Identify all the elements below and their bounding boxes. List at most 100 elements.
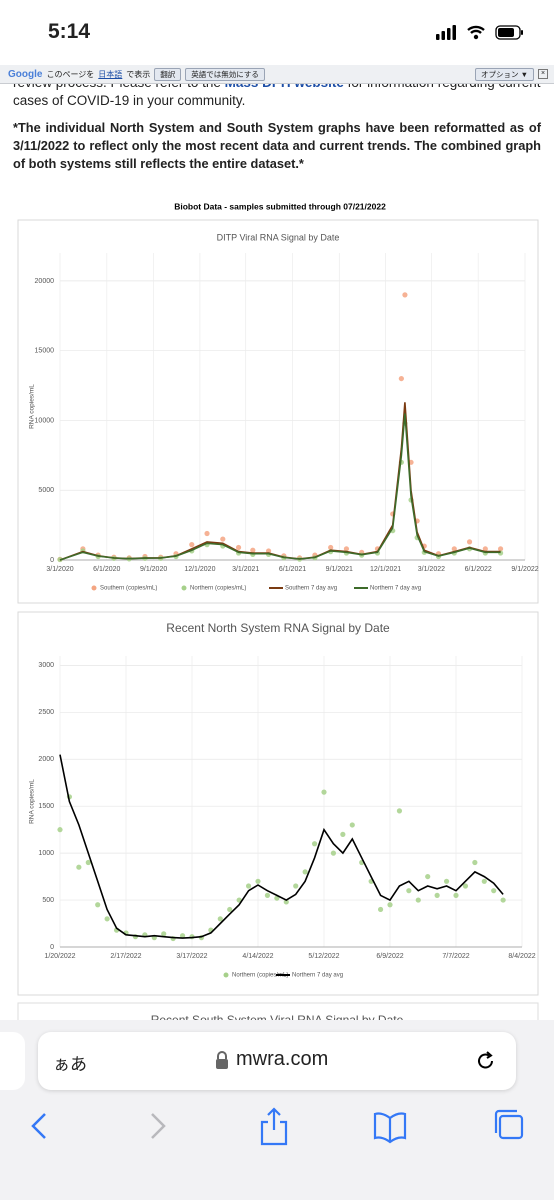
y-tick-label: 1000	[38, 850, 54, 857]
reload-button[interactable]	[474, 1049, 498, 1073]
legend-marker	[91, 585, 97, 591]
x-tick-label: 3/1/2021	[232, 566, 259, 573]
x-tick-label: 2/17/2022	[110, 953, 141, 960]
back-button[interactable]	[31, 1113, 46, 1139]
data-line	[59, 413, 501, 561]
disable-button[interactable]: 英語では無効にする	[185, 67, 265, 81]
notice: *The individual North System and South S…	[13, 120, 541, 171]
y-tick-label: 2500	[38, 709, 54, 716]
data-point	[451, 546, 457, 552]
legend-marker	[223, 972, 229, 978]
close-button[interactable]: ×	[538, 69, 548, 79]
data-point	[95, 902, 101, 908]
data-point	[343, 546, 350, 552]
y-tick-label: 500	[42, 897, 54, 904]
translate-button[interactable]: 翻訳	[154, 67, 182, 81]
chart-title: DITP Viral RNA Signal by Date	[217, 232, 340, 242]
x-tick-label: 12/1/2020	[184, 566, 215, 573]
y-tick-label: 0	[50, 557, 54, 564]
data-point	[398, 375, 404, 382]
caption: Biobot Data - samples submitted through …	[174, 201, 386, 211]
y-tick-label: 5000	[38, 487, 54, 494]
data-point	[406, 888, 412, 894]
data-point	[179, 933, 186, 939]
x-tick-label: 7/7/2022	[442, 953, 469, 960]
x-tick-label: 1/20/2022	[44, 953, 75, 960]
bookmarks-button[interactable]	[373, 1112, 407, 1144]
x-tick-label: 9/1/2022	[511, 566, 538, 573]
chart-title: Recent North System RNA Signal by Date	[166, 621, 390, 635]
data-point	[349, 822, 355, 828]
data-point	[104, 916, 110, 922]
data-point	[443, 878, 450, 884]
data-point	[481, 878, 487, 884]
data-point	[321, 789, 327, 795]
url: mwra.com	[236, 1048, 329, 1070]
text-size-button[interactable]: ぁあ	[53, 1055, 87, 1074]
language[interactable]: 日本語	[98, 69, 123, 79]
data-point	[204, 530, 210, 537]
data-point	[500, 897, 506, 903]
data-point	[425, 873, 431, 880]
x-tick-label: 12/1/2021	[370, 566, 401, 573]
y-tick-label: 10000	[35, 417, 55, 424]
x-tick-label: 3/1/2022	[418, 566, 445, 573]
chart-frame	[17, 219, 539, 604]
legend-label: Southern (copies/mL)	[100, 586, 157, 592]
data-point	[328, 544, 334, 551]
data-point	[57, 827, 63, 833]
toolbar	[31, 1107, 524, 1146]
x-tick-label: 6/9/2022	[376, 953, 403, 960]
data-point	[497, 546, 504, 552]
x-tick-label: 4/14/2022	[242, 953, 273, 960]
legend-label: Northern (copies/mL)	[232, 973, 288, 979]
y-tick-label: 2000	[38, 756, 54, 763]
tabs-button[interactable]	[494, 1109, 524, 1140]
legend-label: Southern 7 day avg	[285, 586, 337, 592]
status-bar: 5:14	[0, 0, 554, 65]
x-tick-label: 6/1/2020	[93, 566, 120, 573]
y-tick-label: 20000	[35, 278, 55, 285]
data-point	[396, 808, 403, 814]
options-button[interactable]: オプション ▼	[474, 67, 534, 81]
data-point	[491, 888, 497, 894]
status-icons	[436, 25, 523, 40]
data-point	[311, 841, 318, 847]
data-point	[472, 859, 478, 866]
share-button[interactable]	[260, 1107, 288, 1146]
y-axis-title: RNA copies/mL	[29, 384, 36, 429]
data-point	[415, 897, 421, 903]
data-point	[76, 864, 82, 870]
x-tick-label: 6/1/2021	[279, 566, 306, 573]
data-point	[264, 892, 271, 898]
legend-label: Northern 7 day avg	[292, 973, 343, 979]
suffix: で表示	[126, 69, 151, 79]
data-point	[189, 542, 195, 548]
y-axis-title: RNA copies/mL	[29, 779, 36, 824]
data-point	[330, 850, 337, 856]
x-tick-label: 3/17/2022	[176, 953, 207, 960]
translate-bar: Google このページを 日本語 で表示 翻訳 英語では無効にする オプション…	[0, 65, 554, 84]
chart-frame	[17, 611, 539, 996]
data-line	[59, 754, 504, 939]
x-tick-label: 9/1/2020	[140, 566, 167, 573]
y-tick-label: 15000	[35, 348, 55, 355]
adjacent-tab[interactable]	[0, 1032, 25, 1090]
legend-marker	[181, 585, 187, 591]
data-point	[453, 892, 459, 898]
data-point	[227, 906, 233, 913]
x-tick-label: 3/1/2020	[46, 566, 73, 573]
address-bar[interactable]: ぁあ mwra.com	[38, 1032, 516, 1090]
data-point	[235, 544, 242, 551]
data-point	[250, 547, 256, 553]
data-point	[377, 906, 384, 913]
data-point	[236, 897, 242, 903]
x-tick-label: 5/12/2022	[308, 953, 339, 960]
brand: Google	[8, 68, 43, 80]
data-point	[255, 878, 261, 884]
data-point	[434, 892, 440, 898]
data-point	[462, 883, 469, 889]
forward-button[interactable]	[151, 1113, 166, 1139]
data-point	[387, 902, 393, 908]
data-point	[85, 859, 91, 866]
